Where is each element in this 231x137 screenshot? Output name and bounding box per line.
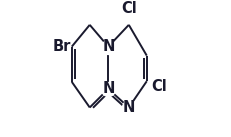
Text: Br: Br (53, 39, 71, 54)
Text: N: N (102, 39, 114, 54)
Text: Cl: Cl (150, 79, 166, 94)
Text: N: N (102, 81, 114, 96)
Text: Cl: Cl (120, 1, 136, 16)
Text: N: N (122, 100, 134, 115)
